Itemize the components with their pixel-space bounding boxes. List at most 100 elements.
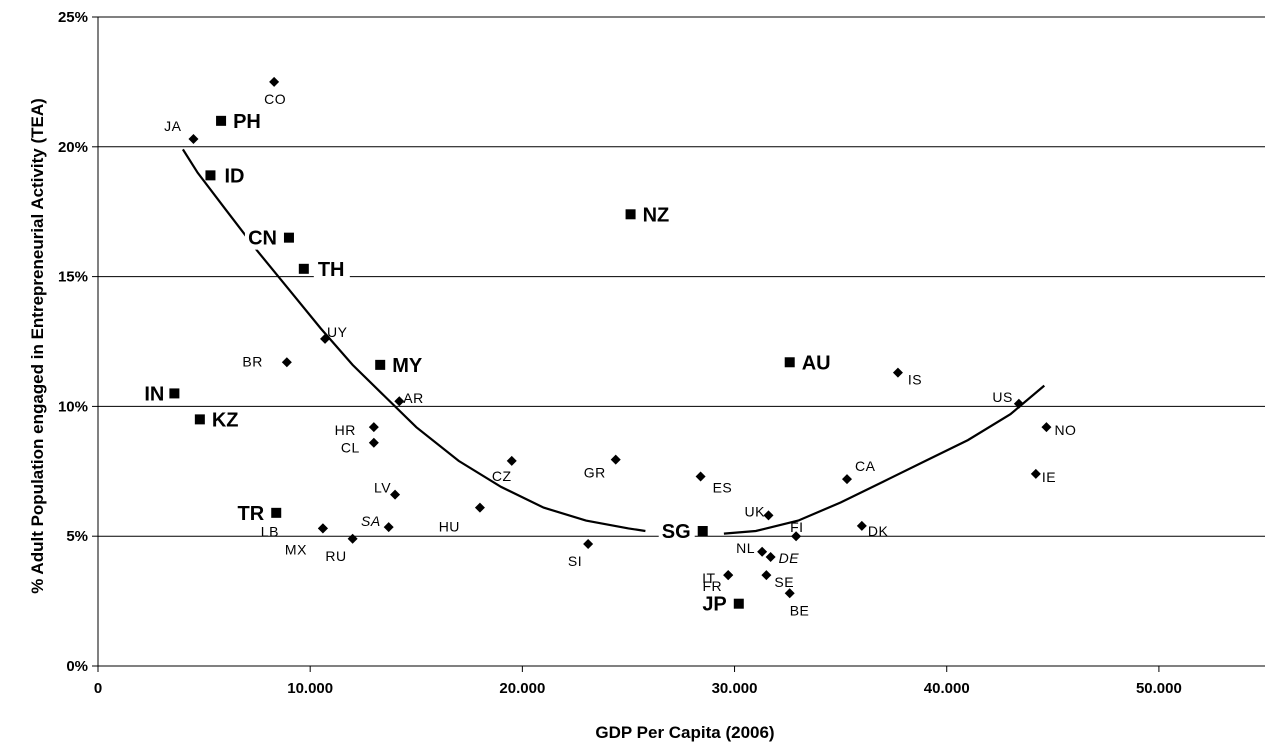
point-de xyxy=(765,551,776,562)
x-tick-label: 20.000 xyxy=(499,680,545,697)
label-fi: FI xyxy=(790,519,803,535)
x-tick-label: 40.000 xyxy=(924,680,970,697)
label-no: NO xyxy=(1054,422,1076,438)
label-gr: GR xyxy=(584,465,606,481)
label-bg-in xyxy=(132,381,169,406)
label-fr: FR xyxy=(703,578,723,594)
point-au xyxy=(784,357,795,368)
label-nz: NZ xyxy=(643,204,670,226)
label-bg-au xyxy=(797,350,834,375)
y-tick-label: 20% xyxy=(58,139,88,156)
point-it xyxy=(723,570,734,581)
label-sa: SA xyxy=(361,513,381,529)
point-kz xyxy=(194,414,205,425)
point-ru xyxy=(347,533,358,544)
label-sg: SG xyxy=(662,521,691,543)
label-bg-sg xyxy=(658,519,695,544)
label-bg-th xyxy=(313,256,350,281)
label-is: IS xyxy=(908,372,922,388)
y-tick-label: 25% xyxy=(58,9,88,26)
label-mx: MX xyxy=(285,541,307,557)
label-si: SI xyxy=(568,553,582,569)
label-uk: UK xyxy=(744,503,765,519)
x-axis-title: GDP Per Capita (2006) xyxy=(595,723,774,742)
label-dk: DK xyxy=(868,523,889,539)
point-uy xyxy=(320,333,331,344)
marker-layer xyxy=(169,76,1052,609)
label-cn: CN xyxy=(248,228,277,250)
point-dk xyxy=(856,520,867,531)
point-my xyxy=(375,359,386,370)
label-my: MY xyxy=(392,355,423,377)
label-bg-kz xyxy=(207,407,244,432)
label-ie: IE xyxy=(1042,469,1056,485)
x-tick-label: 10.000 xyxy=(287,680,333,697)
label-lb: LB xyxy=(261,523,279,539)
label-nl: NL xyxy=(736,540,755,556)
point-jp xyxy=(733,598,744,609)
label-kz: KZ xyxy=(212,409,239,431)
point-sa xyxy=(383,522,394,533)
label-id: ID xyxy=(224,165,244,187)
point-ca xyxy=(842,474,853,485)
x-tick-label: 0 xyxy=(94,680,102,697)
label-cz: CZ xyxy=(492,468,512,484)
point-hr xyxy=(368,422,379,433)
label-jp: JP xyxy=(702,594,726,616)
label-es: ES xyxy=(713,479,733,495)
x-tick-label: 30.000 xyxy=(712,680,758,697)
label-uy: UY xyxy=(327,324,348,340)
label-us: US xyxy=(992,389,1012,405)
grid-layer xyxy=(98,16,1265,537)
label-ca: CA xyxy=(855,458,876,474)
label-ru: RU xyxy=(325,548,346,564)
x-tick-label: 50.000 xyxy=(1136,680,1182,697)
label-co: CO xyxy=(264,91,286,107)
label-bg-jp xyxy=(694,591,731,616)
label-bg-ph xyxy=(229,108,266,133)
trendline xyxy=(181,148,646,533)
label-bg-cn xyxy=(244,225,281,250)
point-id xyxy=(205,170,216,181)
trendline xyxy=(723,384,1046,535)
point-mx xyxy=(317,523,328,534)
point-nl xyxy=(757,546,768,557)
label-bg-my xyxy=(388,352,425,377)
label-th: TH xyxy=(318,259,345,281)
trend-layer xyxy=(181,148,1046,535)
label-ja: JA xyxy=(164,118,182,134)
point-gr xyxy=(610,454,621,465)
y-tick-label: 0% xyxy=(66,658,88,675)
label-ph: PH xyxy=(233,111,261,133)
label-layer: CO JA UY BR AR HR CL LV CZ HU SA LB MX RU GR SI ES UK FI NL… xyxy=(132,91,1076,618)
label-bg-id xyxy=(220,163,257,188)
point-us xyxy=(1013,398,1024,409)
point-ie xyxy=(1030,468,1041,479)
label-br: BR xyxy=(242,353,262,369)
label-in: IN xyxy=(144,383,164,405)
label-be: BE xyxy=(790,602,810,618)
point-no xyxy=(1041,422,1052,433)
label-de: DE xyxy=(779,550,800,566)
point-is xyxy=(892,367,903,378)
y-tick-label: 5% xyxy=(66,528,88,545)
label-ar: AR xyxy=(403,390,423,406)
label-cl: CL xyxy=(341,440,360,456)
point-fi xyxy=(791,531,802,542)
point-ja xyxy=(188,134,199,145)
y-tick-label: 10% xyxy=(58,398,88,415)
point-co xyxy=(269,76,280,87)
point-ar xyxy=(394,396,405,407)
point-se xyxy=(761,570,772,581)
y-tick-label: 15% xyxy=(58,269,88,286)
point-cn xyxy=(283,232,294,243)
point-uk xyxy=(763,510,774,521)
label-hr: HR xyxy=(335,422,356,438)
label-bg-nz xyxy=(638,202,675,227)
point-lv xyxy=(390,489,401,500)
label-it: IT xyxy=(702,570,715,586)
point-nz xyxy=(625,209,636,220)
label-se: SE xyxy=(774,574,794,590)
